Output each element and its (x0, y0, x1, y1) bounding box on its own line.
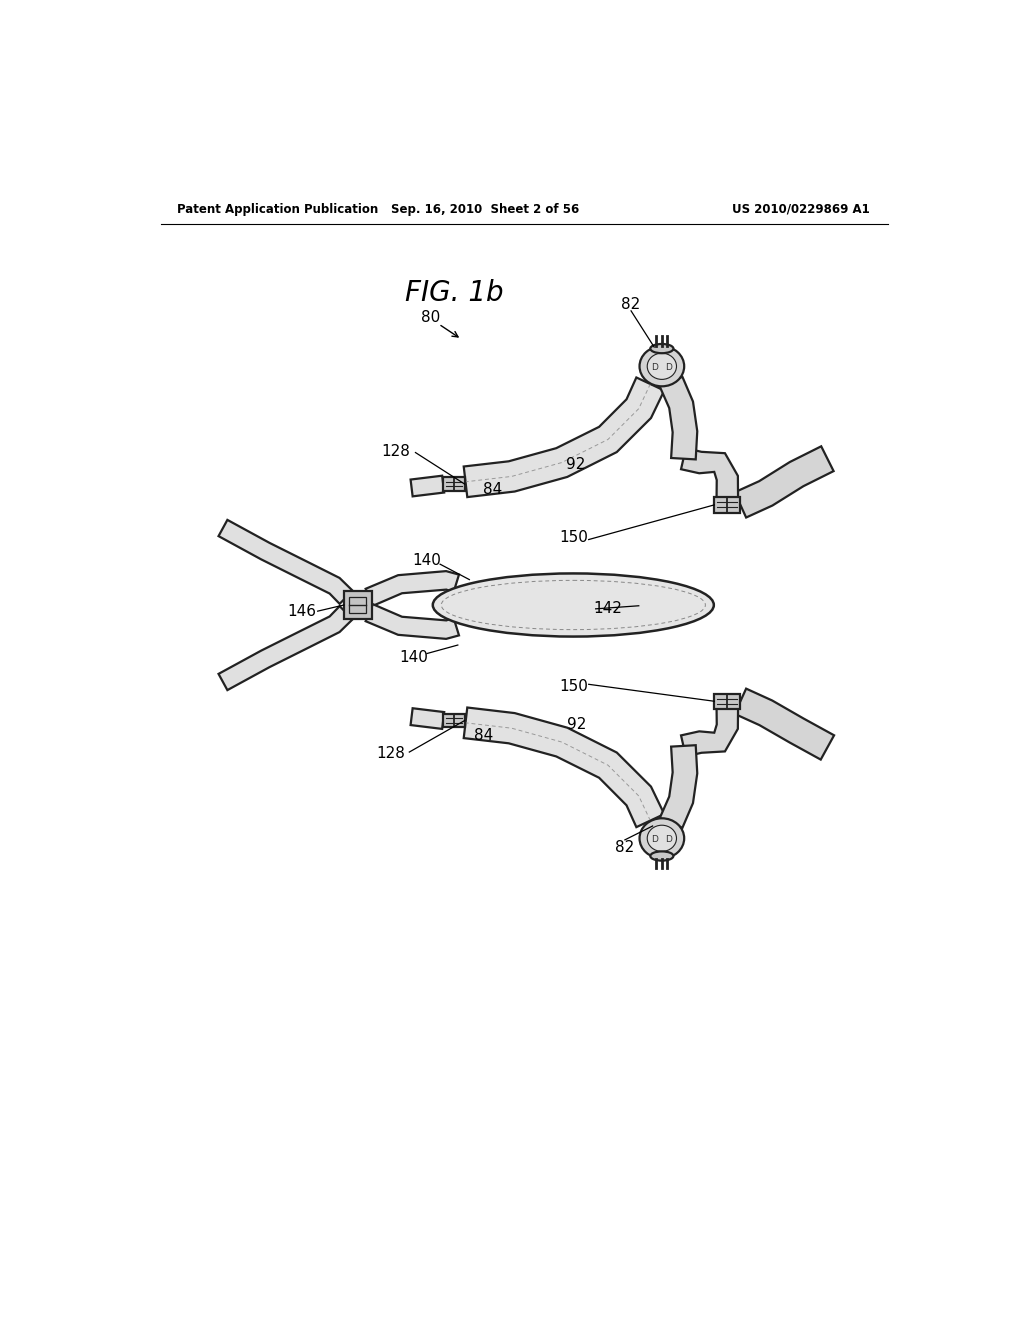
Text: 150: 150 (559, 678, 588, 694)
Text: 142: 142 (594, 602, 623, 616)
Bar (714, 693, 740, 709)
Polygon shape (366, 605, 459, 639)
Text: 92: 92 (567, 717, 587, 731)
Text: 140: 140 (399, 649, 428, 665)
Bar (349, 597, 367, 614)
Polygon shape (464, 378, 665, 498)
Polygon shape (464, 708, 665, 828)
Text: 128: 128 (382, 444, 411, 458)
Text: FIG. 1b: FIG. 1b (404, 279, 503, 308)
Polygon shape (411, 709, 444, 729)
Text: US 2010/0229869 A1: US 2010/0229869 A1 (732, 203, 869, 215)
Bar (443, 478, 465, 491)
Text: 128: 128 (377, 746, 406, 762)
Polygon shape (659, 746, 697, 828)
Polygon shape (681, 449, 738, 502)
Text: D: D (651, 363, 658, 371)
Ellipse shape (640, 818, 684, 858)
Polygon shape (366, 572, 459, 606)
Bar (344, 591, 372, 619)
Ellipse shape (433, 573, 714, 636)
Polygon shape (659, 376, 697, 459)
Text: 84: 84 (473, 729, 493, 743)
Polygon shape (218, 606, 352, 690)
Text: 82: 82 (615, 840, 635, 855)
Text: 140: 140 (413, 553, 441, 568)
Ellipse shape (650, 851, 674, 861)
Text: 84: 84 (483, 482, 502, 498)
Bar (443, 714, 465, 727)
Ellipse shape (640, 346, 684, 387)
Text: 146: 146 (287, 603, 316, 619)
Text: Sep. 16, 2010  Sheet 2 of 56: Sep. 16, 2010 Sheet 2 of 56 (390, 203, 579, 215)
Polygon shape (734, 446, 834, 517)
Ellipse shape (647, 354, 677, 379)
Ellipse shape (647, 825, 677, 851)
Text: 92: 92 (566, 457, 586, 473)
Text: D: D (666, 363, 672, 371)
Text: 82: 82 (622, 297, 641, 313)
Text: 80: 80 (421, 310, 440, 325)
Text: D: D (651, 834, 658, 843)
Polygon shape (218, 520, 352, 603)
Text: D: D (666, 834, 672, 843)
Text: 150: 150 (559, 529, 588, 545)
Polygon shape (411, 475, 444, 496)
Polygon shape (734, 689, 835, 759)
Bar (714, 498, 740, 512)
Text: Patent Application Publication: Patent Application Publication (177, 203, 378, 215)
Polygon shape (681, 705, 738, 756)
Ellipse shape (650, 345, 674, 354)
